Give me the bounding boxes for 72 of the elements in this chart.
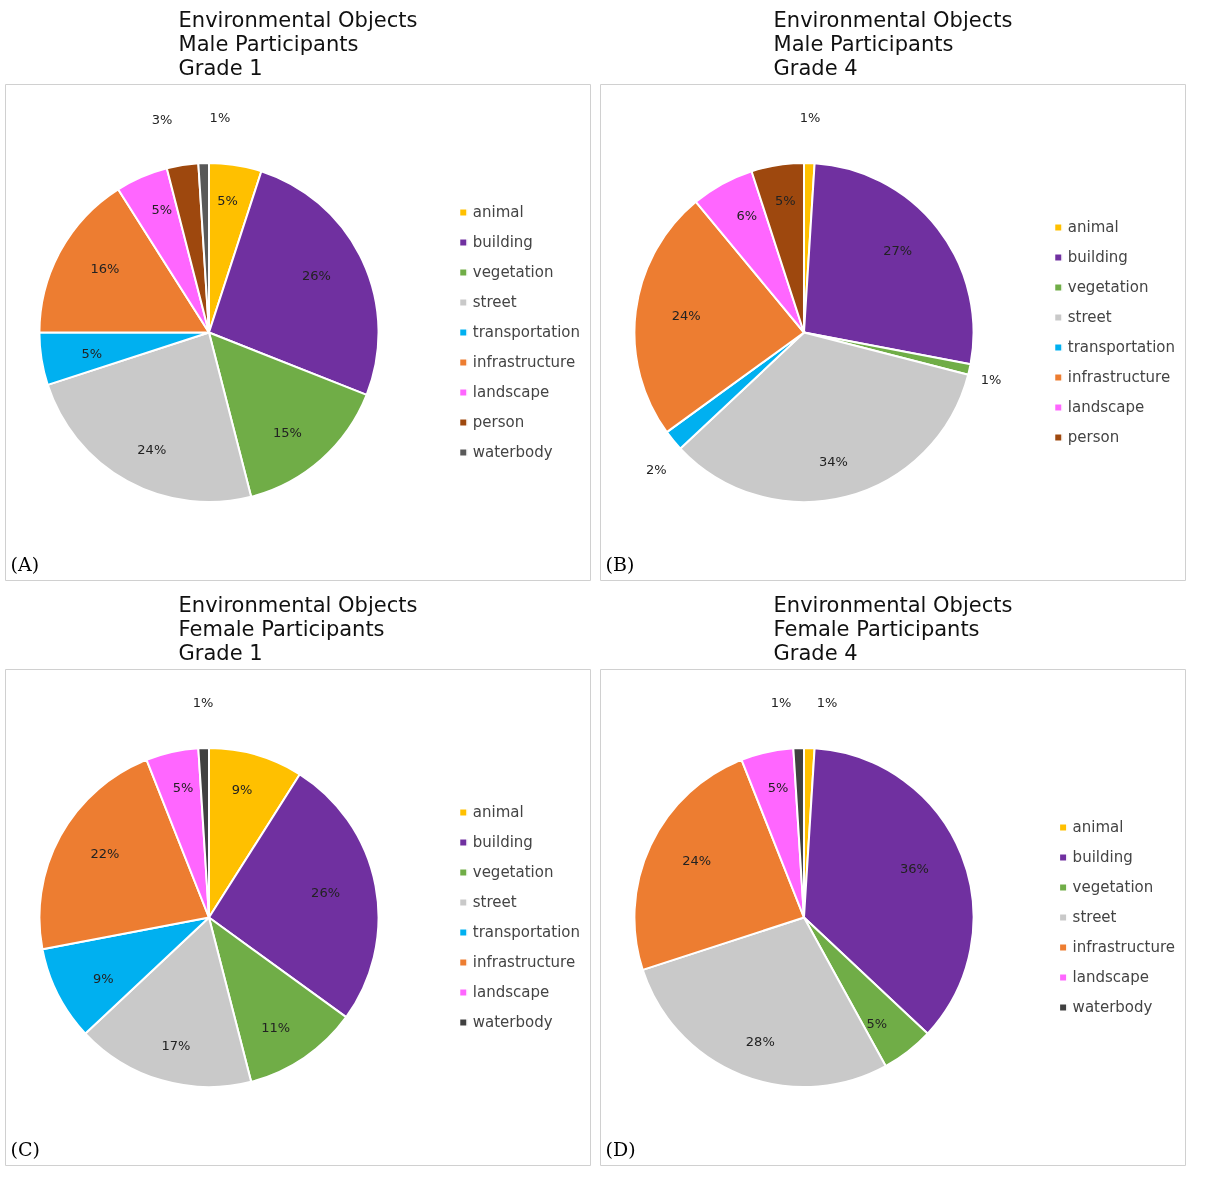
data-label: 6% — [736, 207, 758, 223]
data-label: 5% — [775, 193, 796, 209]
chart-title: Environmental Objects Male Participants Grade 1 — [178, 7, 418, 80]
text: (A) — [10, 552, 40, 575]
data-label: 24% — [682, 853, 712, 869]
data-label: 16% — [90, 260, 120, 276]
data-label: 5% — [172, 779, 194, 795]
data-label: 26% — [311, 884, 341, 900]
legend-label: waterbody — [1072, 998, 1153, 1016]
data-label: 2% — [646, 462, 667, 478]
text: (D) — [605, 1137, 636, 1160]
legend-label: street — [1072, 908, 1117, 926]
legend-label: building — [472, 833, 533, 851]
data-label: 1% — [209, 109, 231, 125]
legend-label: animal — [1067, 218, 1119, 236]
data-label: 1% — [816, 694, 838, 710]
legend-label: infrastructure — [472, 353, 576, 371]
data-label: 22% — [90, 845, 120, 861]
legend-label: landscape — [1072, 968, 1150, 986]
data-label: 1% — [770, 694, 792, 710]
data-label: 27% — [883, 243, 913, 259]
data-label: 11% — [261, 1020, 291, 1036]
data-label: 1% — [799, 109, 821, 125]
data-label: 26% — [301, 268, 331, 284]
chart-title: Environmental Objects Female Participants Grade 4 — [773, 592, 1013, 665]
legend-label: vegetation — [1067, 278, 1149, 296]
data-label: 9% — [92, 970, 114, 986]
legend-label: infrastructure — [1072, 938, 1175, 956]
data-label: 15% — [273, 425, 302, 441]
legend-label: street — [472, 893, 517, 911]
legend-label: vegetation — [472, 263, 554, 281]
legend-label: street — [1067, 308, 1112, 326]
data-label: 3% — [151, 112, 173, 128]
legend-label: person — [1067, 428, 1120, 446]
legend-label: building — [1072, 848, 1133, 866]
data-label: 5% — [866, 1015, 888, 1031]
legend-label: vegetation — [1072, 878, 1154, 896]
data-label: 24% — [671, 308, 701, 324]
data-label: 24% — [137, 442, 167, 458]
data-label: 5% — [217, 193, 238, 209]
legend-label: waterbody — [472, 1013, 553, 1031]
legend-label: animal — [472, 203, 524, 221]
legend-label: street — [472, 293, 517, 311]
legend-label: vegetation — [472, 863, 554, 881]
legend-label: transportation — [472, 923, 580, 941]
legend-label: transportation — [1067, 338, 1175, 356]
legend-label: waterbody — [472, 443, 553, 461]
data-label: 1% — [980, 372, 1002, 388]
legend-label: infrastructure — [472, 953, 576, 971]
data-label: 9% — [231, 781, 253, 797]
legend-label: animal — [472, 803, 524, 821]
data-label: 5% — [767, 779, 789, 795]
legend-label: animal — [1072, 818, 1124, 836]
data-label: 36% — [899, 860, 929, 876]
data-label: 28% — [745, 1034, 775, 1050]
legend-label: infrastructure — [1067, 368, 1171, 386]
legend-label: landscape — [472, 983, 550, 1001]
legend-label: building — [472, 233, 533, 251]
data-label: 34% — [819, 454, 848, 470]
data-label: 5% — [151, 202, 173, 218]
legend-label: landscape — [1067, 398, 1145, 416]
data-label: 5% — [81, 345, 103, 361]
data-label: 17% — [161, 1038, 191, 1054]
legend-label: transportation — [472, 323, 580, 341]
legend-label: building — [1067, 248, 1128, 266]
text: (B) — [605, 552, 635, 575]
text: (C) — [10, 1137, 40, 1160]
legend-label: landscape — [472, 383, 550, 401]
chart-title: Environmental Objects Female Participants Grade 1 — [178, 592, 418, 665]
chart-title: Environmental Objects Male Participants Grade 4 — [773, 7, 1013, 80]
data-label: 1% — [192, 694, 214, 710]
legend-label: person — [472, 413, 525, 431]
